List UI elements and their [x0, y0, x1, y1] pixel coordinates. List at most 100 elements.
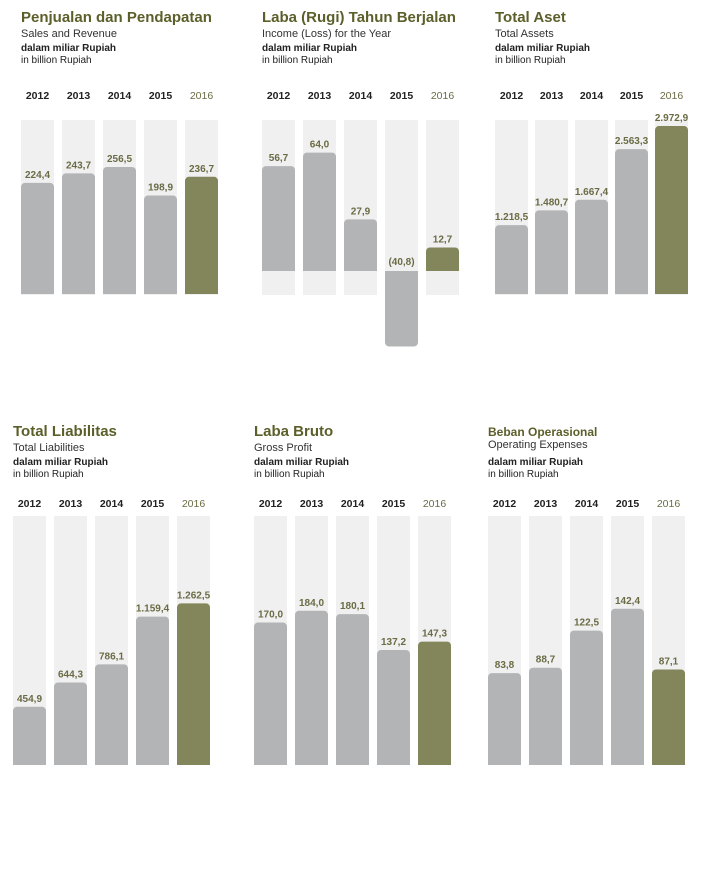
year-tick-label: 2016 [423, 498, 447, 510]
value-label: 88,7 [536, 655, 556, 666]
bar [495, 225, 528, 294]
year-tick-label: 2013 [308, 90, 332, 102]
unit-label-en: in billion Rupiah [488, 469, 559, 480]
bar-base [615, 289, 648, 294]
bar [295, 610, 328, 765]
bar [13, 706, 46, 765]
chart-title: Total Aset [495, 9, 566, 26]
value-label: 1.262,5 [177, 590, 211, 601]
bar-base [185, 289, 218, 294]
bar-chart: 2012 454,9 2013 644,3 2014 786,1 2015 1.159,4 20… [13, 498, 211, 765]
year-tick-label: 2016 [431, 90, 455, 102]
year-tick-label: 2016 [657, 498, 681, 510]
year-tick-label: 2014 [575, 498, 599, 510]
value-label: 198,9 [148, 183, 173, 194]
bar-base [54, 760, 87, 765]
bar-base [575, 289, 608, 294]
year-tick-label: 2015 [141, 498, 165, 510]
bar-base [103, 289, 136, 294]
chart-subtitle: Income (Loss) for the Year [262, 28, 392, 40]
bar-base [652, 760, 685, 765]
bar [185, 176, 218, 294]
year-tick-label: 2014 [341, 498, 365, 510]
bar [344, 219, 377, 271]
value-label: 122,5 [574, 618, 599, 629]
year-tick-label: 2012 [500, 90, 524, 102]
bar [103, 167, 136, 294]
chart-subtitle: Operating Expenses [488, 439, 588, 451]
year-tick-label: 2013 [300, 498, 324, 510]
value-label: 1.159,4 [136, 604, 170, 615]
year-tick-label: 2015 [616, 498, 640, 510]
bar [177, 603, 210, 765]
bar [535, 210, 568, 294]
value-label: 2.563,3 [615, 136, 649, 147]
unit-label-id: dalam miliar Rupiah [488, 457, 584, 468]
bar-track [385, 120, 418, 295]
value-label: 644,3 [58, 670, 83, 681]
value-label: 1.480,7 [535, 197, 569, 208]
value-label: 180,1 [340, 601, 365, 612]
bar-base [303, 266, 336, 271]
unit-label-en: in billion Rupiah [495, 55, 566, 66]
bar [426, 247, 459, 271]
bar [136, 616, 169, 765]
unit-label-en: in billion Rupiah [254, 469, 325, 480]
bar [254, 622, 287, 765]
unit-label-id: dalam miliar Rupiah [495, 43, 591, 54]
bar-base [570, 760, 603, 765]
unit-label-id: dalam miliar Rupiah [21, 43, 117, 54]
value-label: 786,1 [99, 651, 124, 662]
bar [95, 664, 128, 765]
bar-base [254, 760, 287, 765]
bar-base [295, 760, 328, 765]
bar [385, 271, 418, 347]
bar-base [136, 760, 169, 765]
value-label: 56,7 [269, 153, 289, 164]
year-tick-label: 2015 [620, 90, 644, 102]
year-tick-label: 2015 [382, 498, 406, 510]
year-tick-label: 2012 [18, 498, 42, 510]
bar [570, 630, 603, 765]
bar-chart: 2012 83,8 2013 88,7 2014 122,5 2015 142,4 2016 87… [488, 498, 685, 765]
chart-title: Beban Operasional [488, 425, 598, 439]
bar-base [177, 760, 210, 765]
unit-label-en: in billion Rupiah [13, 469, 84, 480]
value-label: 1.218,5 [495, 212, 529, 223]
year-tick-label: 2013 [534, 498, 558, 510]
bar-base [336, 760, 369, 765]
bar [615, 149, 648, 294]
bar [652, 669, 685, 765]
bar [54, 682, 87, 765]
chart-subtitle: Gross Profit [254, 442, 313, 454]
bar [575, 199, 608, 294]
year-tick-label: 2014 [349, 90, 373, 102]
bar-base [62, 289, 95, 294]
bar-base [611, 760, 644, 765]
bar-chart: 2012 1.218,5 2013 1.480,7 2014 1.667,4 2015 2.5… [495, 90, 689, 295]
value-label: 83,8 [495, 660, 515, 671]
unit-label-id: dalam miliar Rupiah [254, 457, 350, 468]
bar-base [488, 760, 521, 765]
year-tick-label: 2015 [149, 90, 173, 102]
unit-label-en: in billion Rupiah [21, 55, 92, 66]
year-tick-label: 2013 [67, 90, 91, 102]
bar-base [418, 760, 451, 765]
bar [529, 667, 562, 765]
year-tick-label: 2016 [660, 90, 684, 102]
year-tick-label: 2014 [100, 498, 124, 510]
bar [377, 650, 410, 765]
bar-chart: 2012 56,7 2013 64,0 2014 27,9 2015 (40,8) 2016 12… [262, 90, 459, 347]
value-label: 170,0 [258, 610, 283, 621]
value-label: 256,5 [107, 154, 132, 165]
bar-chart: 2012 224,4 2013 243,7 2014 256,5 2015 198,9 2016… [21, 90, 218, 295]
bar-base [535, 289, 568, 294]
value-label: 12,7 [433, 235, 453, 246]
value-label: 137,2 [381, 637, 406, 648]
value-label: 27,9 [351, 206, 371, 217]
chart-subtitle: Sales and Revenue [21, 28, 118, 40]
bar-base [262, 266, 295, 271]
year-tick-label: 2012 [267, 90, 291, 102]
bar-base [385, 271, 418, 276]
chart-subtitle: Total Assets [495, 28, 554, 40]
